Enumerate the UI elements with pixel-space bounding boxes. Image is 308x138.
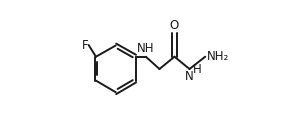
Text: NH₂: NH₂ (207, 50, 229, 63)
Text: H: H (193, 63, 202, 76)
Text: F: F (81, 39, 88, 52)
Text: O: O (170, 19, 179, 32)
Text: NH: NH (137, 42, 155, 55)
Text: N: N (185, 70, 194, 83)
